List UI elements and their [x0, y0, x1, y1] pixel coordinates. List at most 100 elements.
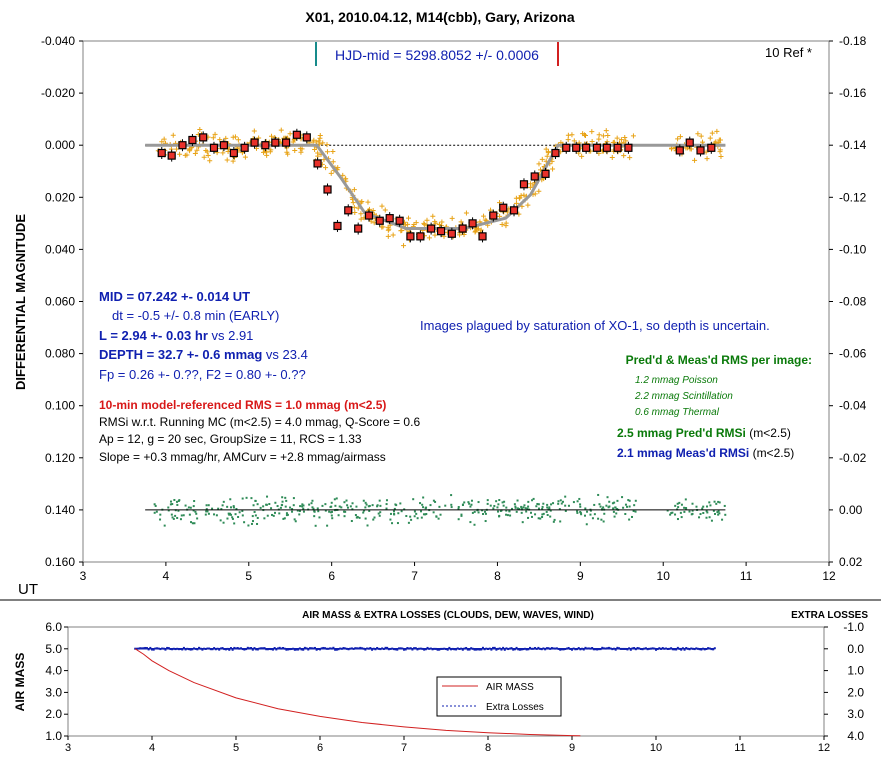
raw-point: [330, 149, 336, 155]
y-left-tick-label: 0.060: [45, 295, 75, 309]
raw-point: [184, 152, 190, 158]
residual-point: [397, 512, 400, 515]
raw-point: [278, 127, 284, 133]
residual-point: [679, 511, 682, 514]
residual-point: [340, 506, 343, 509]
residual-point: [344, 510, 347, 513]
y-right-tick-label: 0.00: [839, 503, 863, 517]
residual-point: [338, 505, 341, 508]
residual-point: [206, 510, 209, 513]
y-right-tick-label: -0.06: [839, 347, 867, 361]
residual-point: [557, 502, 560, 505]
residual-point: [600, 518, 603, 521]
extra-loss-point: [406, 647, 409, 650]
residual-point: [438, 505, 441, 508]
extra-loss-point: [680, 648, 683, 651]
binned-point: [323, 185, 332, 194]
residual-point: [245, 496, 248, 499]
residual-point: [718, 512, 721, 515]
extra-loss-point: [403, 648, 405, 651]
residual-point: [717, 513, 720, 516]
extra-loss-point: [182, 646, 185, 649]
y-left-tick-label: 0.160: [45, 555, 75, 569]
raw-point: [328, 170, 334, 176]
extra-loss-point: [500, 648, 503, 651]
residual-point: [153, 503, 156, 506]
extra-loss-point: [293, 648, 296, 651]
residual-point: [497, 503, 500, 506]
residual-point: [343, 515, 346, 518]
raw-point: [225, 148, 231, 154]
residual-point: [718, 501, 721, 504]
extra-loss-point: [303, 646, 306, 649]
raw-point: [230, 158, 236, 164]
raw-point: [212, 131, 218, 137]
extra-loss-point: [629, 648, 632, 651]
extra-loss-point: [315, 648, 318, 651]
extra-loss-point: [386, 646, 389, 649]
raw-point: [695, 131, 701, 137]
binned-point: [395, 216, 404, 225]
extra-loss-point: [492, 646, 495, 649]
extra-loss-point: [633, 647, 636, 650]
x-tick-label: 6: [328, 569, 335, 583]
raw-point: [317, 141, 323, 147]
raw-point: [315, 150, 321, 156]
residual-point: [564, 495, 567, 498]
raw-point: [589, 138, 595, 144]
residual-point: [514, 505, 517, 508]
residual-point: [532, 497, 535, 500]
residual-point: [489, 504, 492, 507]
extra-loss-point: [251, 648, 254, 651]
stat-ap: Ap = 12, g = 20 sec, GroupSize = 11, RCS…: [99, 432, 362, 446]
raw-point: [223, 135, 229, 141]
extra-loss-point: [683, 648, 686, 651]
residual-point: [486, 502, 489, 505]
airmass-x-tick-label: 11: [734, 742, 745, 754]
y-left-tick-label: 0.140: [45, 503, 75, 517]
residual-point: [247, 524, 250, 527]
residual-point: [523, 504, 526, 507]
binned-point: [302, 133, 311, 142]
residual-point: [263, 517, 266, 520]
extra-loss-point: [550, 647, 553, 650]
residual-point: [630, 515, 633, 518]
residual-point: [585, 523, 588, 526]
raw-point: [596, 132, 602, 138]
residual-point: [229, 498, 232, 501]
extra-loss-point: [473, 648, 476, 651]
binned-point: [229, 148, 238, 158]
residual-point: [597, 517, 600, 520]
residual-point: [266, 514, 269, 517]
residual-point: [435, 515, 438, 518]
residual-point: [579, 505, 582, 508]
residual-point: [179, 518, 182, 521]
residual-point: [537, 517, 540, 520]
raw-point: [311, 137, 317, 143]
residual-point: [578, 497, 581, 500]
residual-point: [541, 513, 544, 516]
residual-point: [716, 511, 719, 514]
raw-point: [714, 128, 720, 134]
raw-point: [251, 128, 257, 134]
residual-point: [159, 513, 162, 516]
extra-loss-point: [468, 648, 471, 651]
residual-point: [680, 503, 683, 506]
residual-point: [688, 510, 691, 513]
residual-point: [467, 501, 470, 504]
extra-loss-point: [273, 647, 276, 650]
residual-point: [613, 515, 616, 518]
residual-point: [271, 513, 274, 516]
residual-point: [393, 507, 396, 510]
raw-point: [478, 227, 484, 233]
residual-point: [251, 520, 254, 523]
chart-title: X01, 2010.04.12, M14(cbb), Gary, Arizona: [305, 9, 574, 25]
extra-loss-point: [446, 648, 449, 651]
residual-point: [324, 509, 327, 512]
residual-point: [503, 500, 506, 503]
residual-point: [516, 499, 519, 502]
residual-point: [232, 506, 235, 509]
residual-point: [701, 507, 704, 510]
residual-point: [330, 501, 333, 504]
extra-loss-point: [233, 646, 236, 649]
